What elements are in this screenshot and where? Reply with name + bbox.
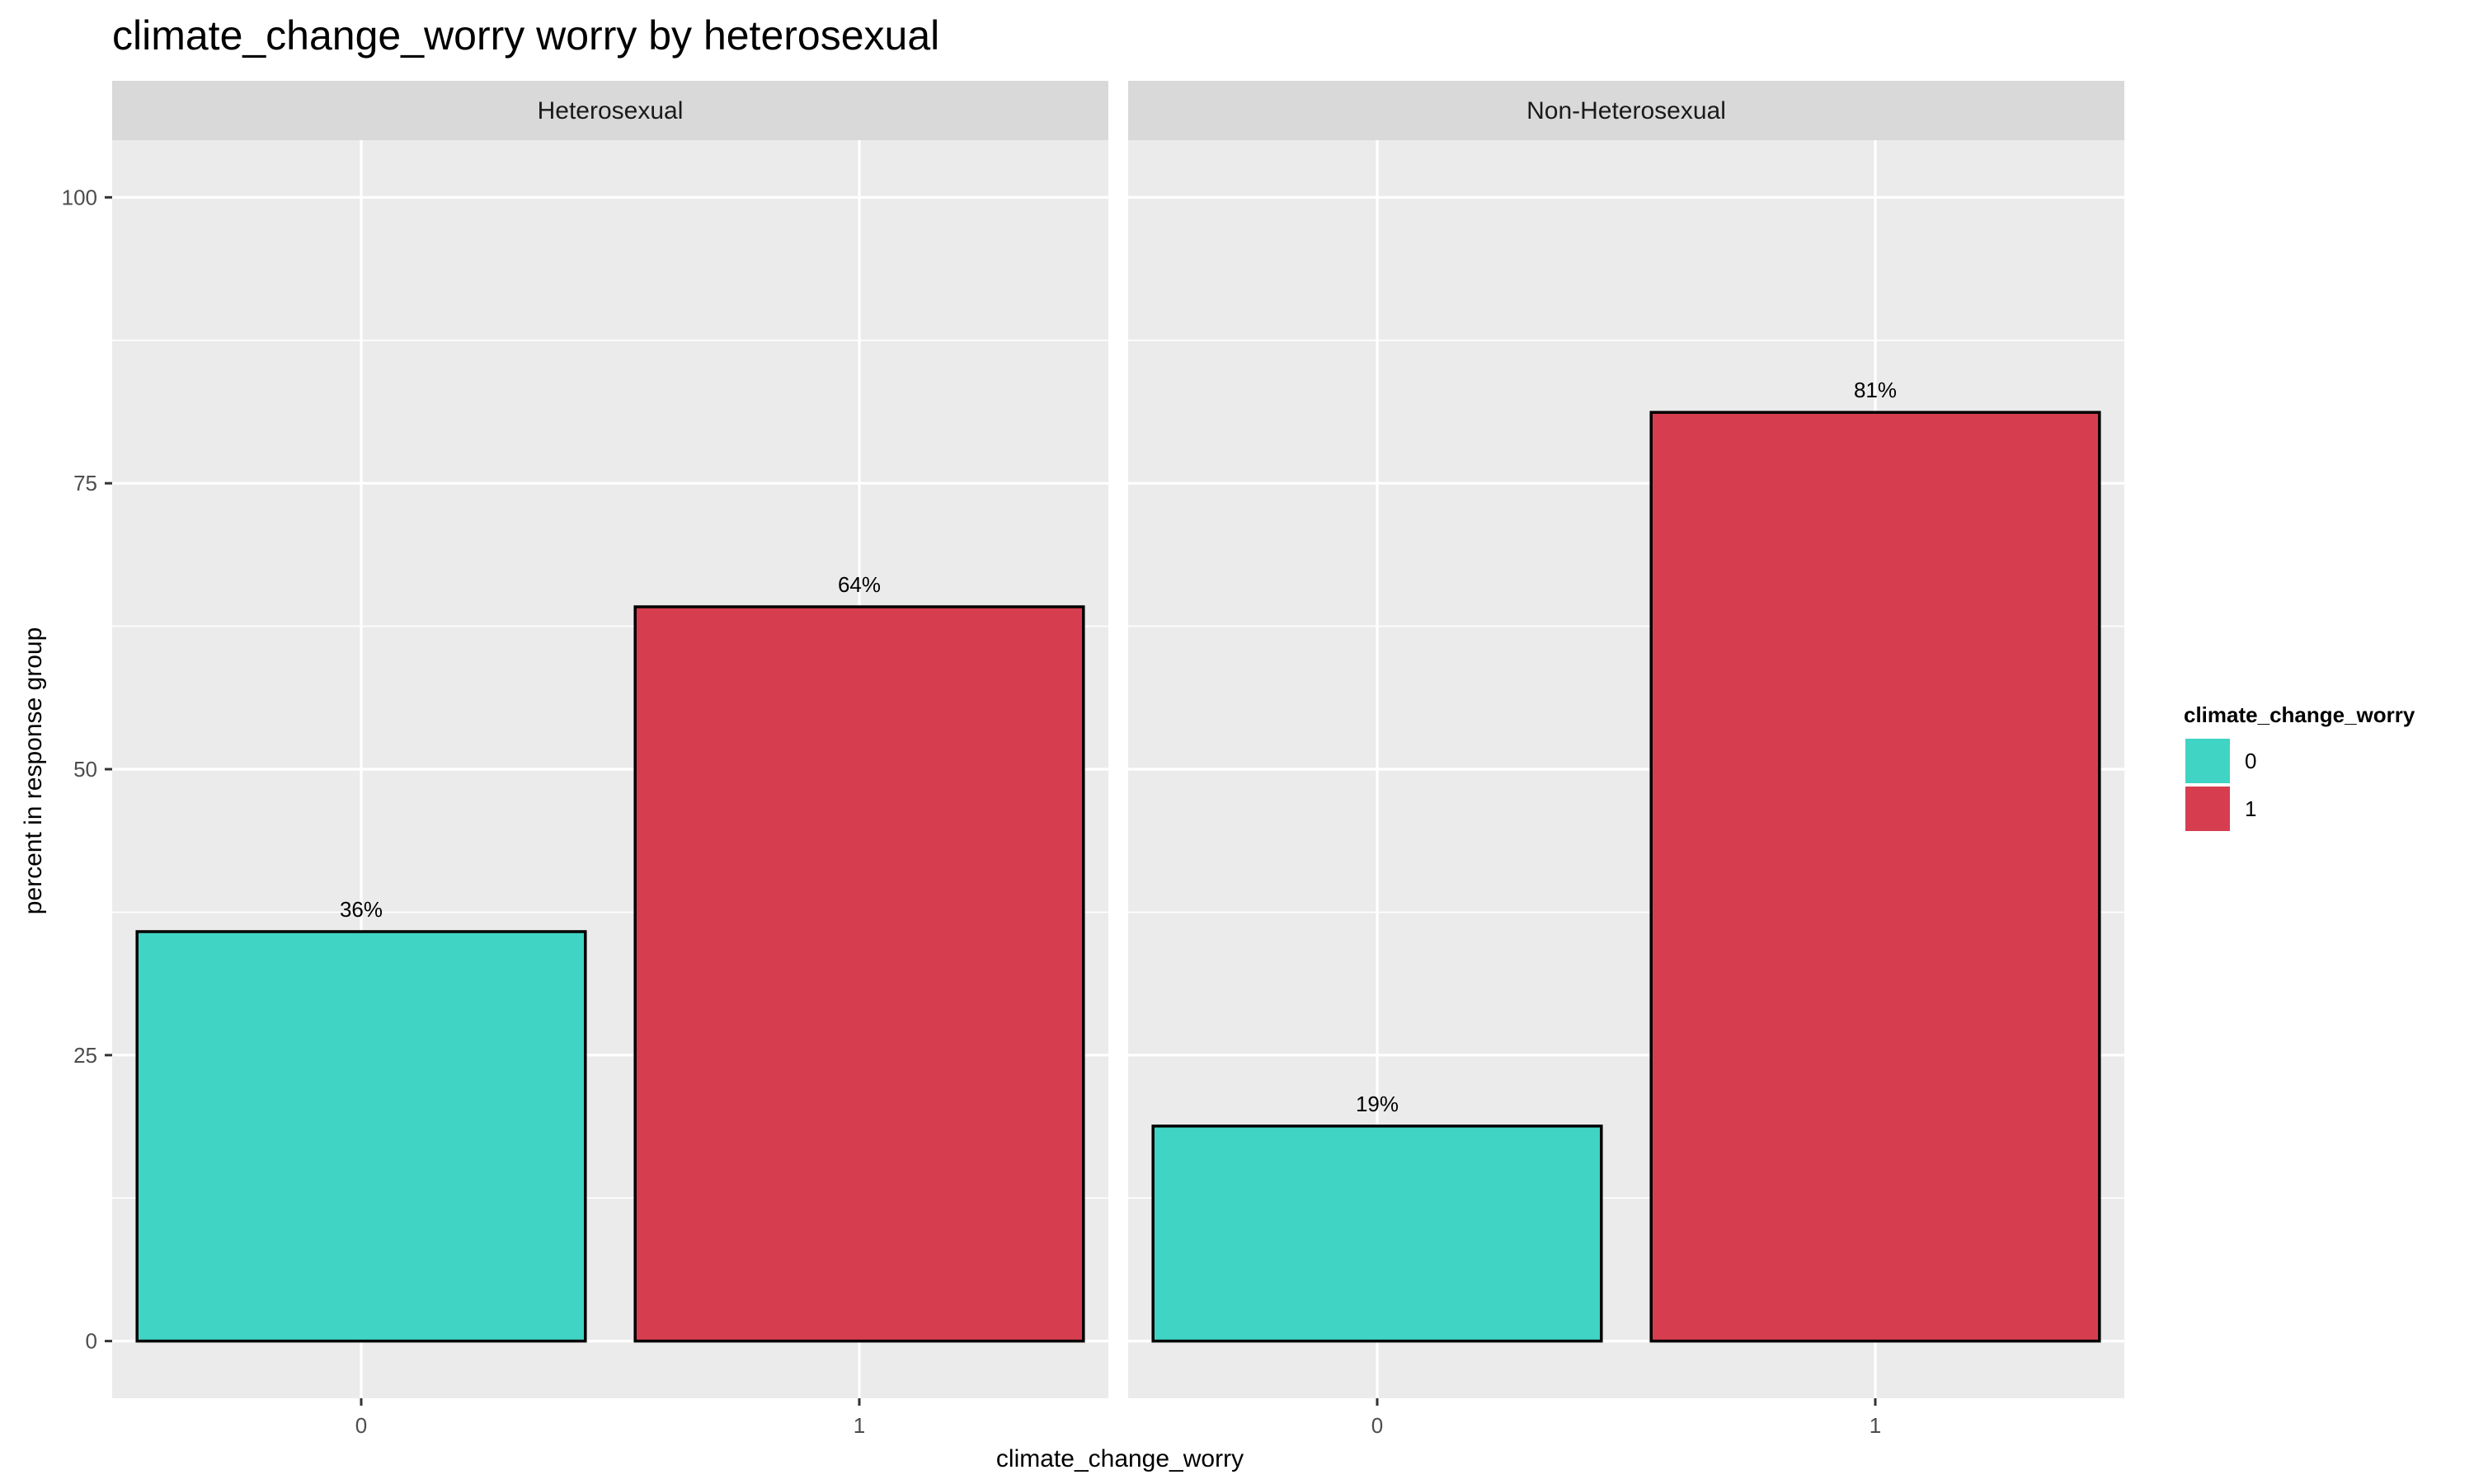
x-tick-label: 1 [1870,1413,1881,1438]
chart-title: climate_change_worry worry by heterosexu… [112,12,939,59]
bar-value-label: 19% [1356,1092,1399,1116]
y-axis: 0 25 50 75 100 [62,185,112,1354]
legend-label: 1 [2245,796,2256,821]
facet-strip [112,81,1108,140]
facet-strip-label: Heterosexual [538,97,684,124]
bar [1151,1125,1603,1343]
facet-strip-label: Non-Heterosexual [1526,97,1726,124]
bar [135,930,587,1343]
legend-label: 0 [2245,749,2256,773]
legend: climate_change_worry 01 [2184,702,2415,831]
y-tick-label: 50 [73,757,97,782]
y-axis-label: percent in response group [20,627,47,915]
x-tick-label: 1 [854,1413,865,1438]
y-tick-label: 0 [86,1329,97,1354]
legend-title: climate_change_worry [2184,702,2415,727]
x-axis-label: climate_change_worry [996,1445,1244,1472]
legend-key [2185,739,2230,783]
bar-value-label: 81% [1854,378,1897,402]
y-tick-label: 100 [62,185,97,209]
legend-key [2185,787,2230,831]
facet-strip [1128,81,2124,140]
x-tick-label: 0 [355,1413,367,1438]
bar [633,605,1085,1343]
legend-items: 01 [2185,739,2256,831]
bar-value-label: 36% [340,897,383,922]
x-tick-label: 0 [1371,1413,1383,1438]
y-tick-label: 75 [73,471,97,495]
facet-non-heterosexual: Non-Heterosexual 0 1 19% 81% [1128,81,2124,1438]
y-tick-label: 25 [73,1043,97,1068]
bar [1649,411,2101,1343]
facet-heterosexual: Heterosexual 0 1 36% 64% [112,81,1108,1438]
bar-value-label: 64% [838,572,881,597]
facet-panels: Heterosexual 0 1 36% 64% Non-Heterosexual 0 1 19… [112,81,2124,1438]
